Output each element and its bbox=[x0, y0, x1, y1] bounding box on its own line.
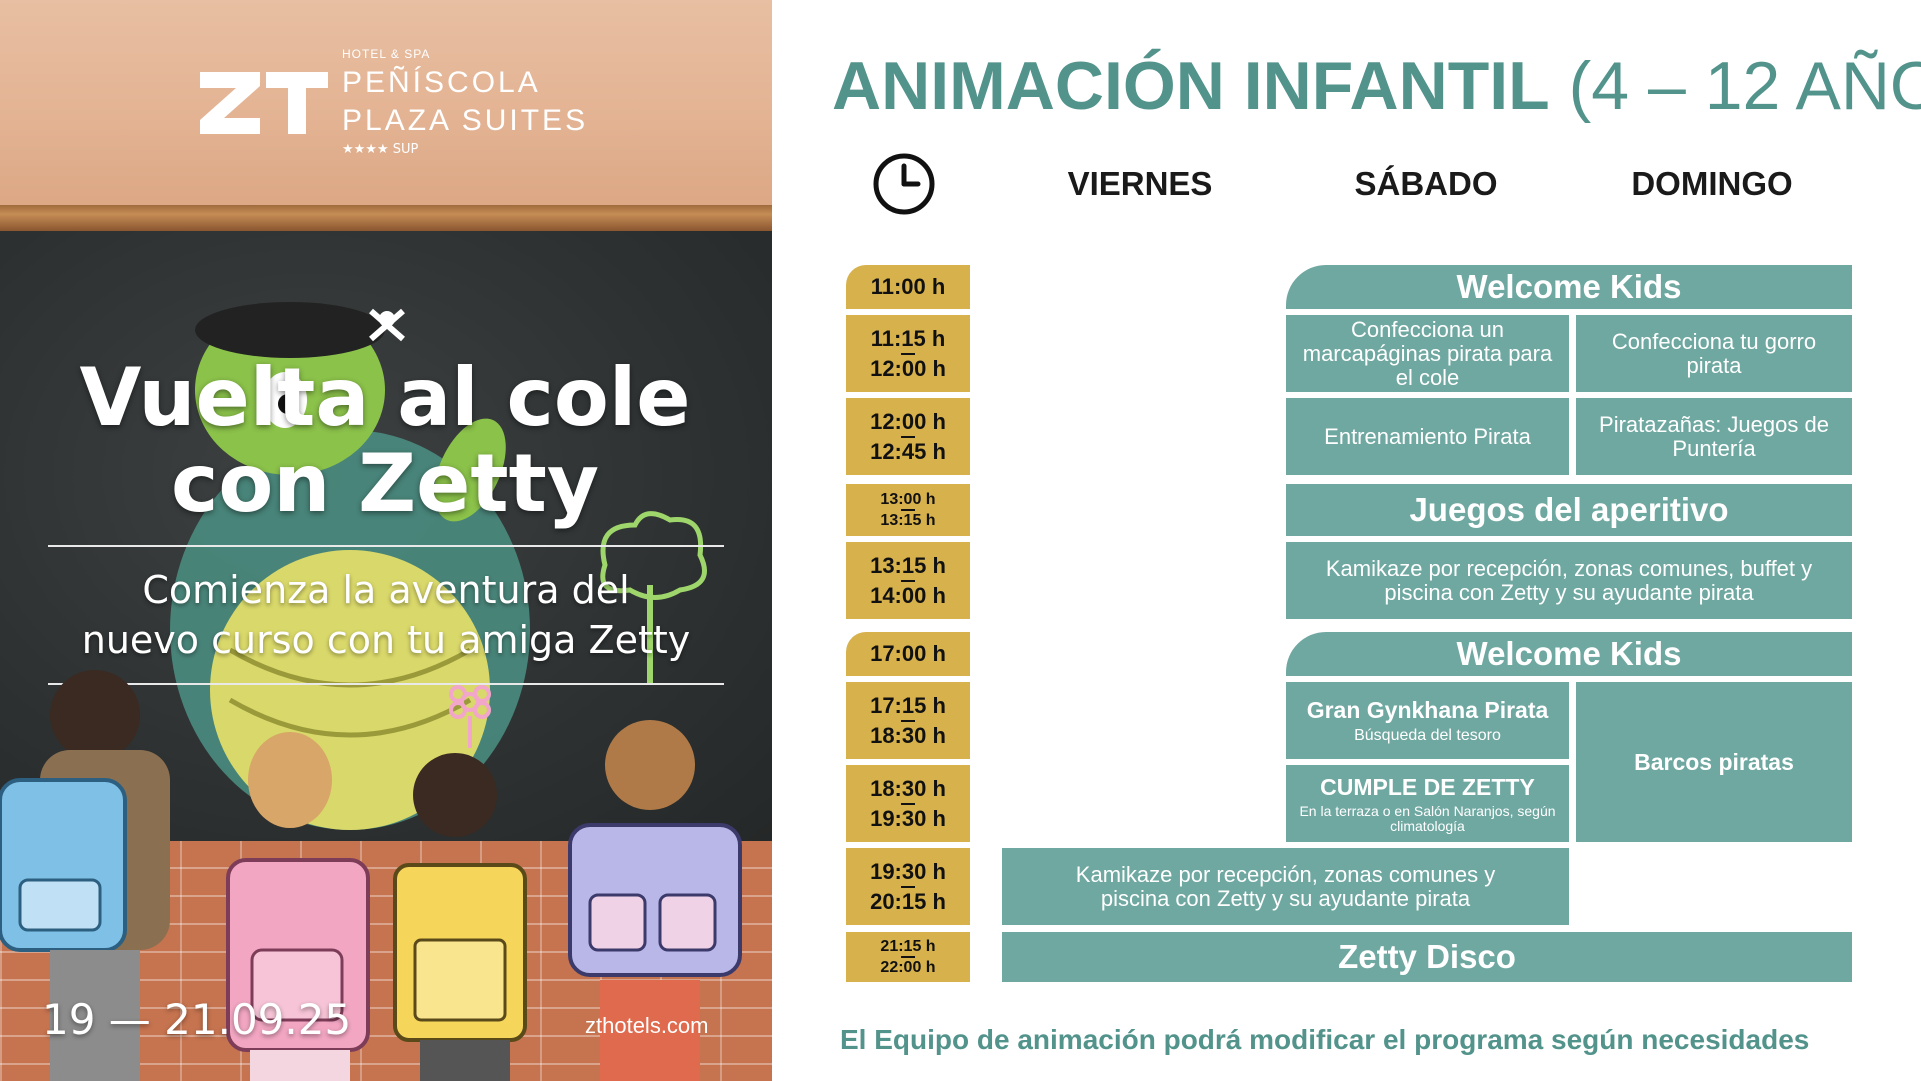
time-start: 21:15 h bbox=[880, 938, 936, 955]
activity-gorro-pirata: Confecciona tu gorro pirata bbox=[1576, 315, 1852, 392]
poster-url: zthotels.com bbox=[585, 1013, 709, 1038]
clock-icon bbox=[873, 153, 935, 215]
day-header-sabado: SÁBADO bbox=[1354, 165, 1498, 202]
time-start: 17:00 h bbox=[870, 641, 946, 666]
zt-logo-icon bbox=[200, 72, 328, 134]
gynkhana-title: Gran Gynkhana Pirata bbox=[1306, 697, 1549, 723]
wall-background bbox=[0, 0, 772, 215]
time-dash bbox=[901, 509, 915, 511]
cumple-title: CUMPLE DE ZETTY bbox=[1320, 773, 1535, 800]
time-end: 14:00 h bbox=[870, 582, 946, 608]
cumple-subtitle: En la terraza o en Salón Naranjos, según… bbox=[1299, 802, 1556, 834]
divider-top bbox=[48, 545, 724, 547]
poster-subtitle-line-2: nuevo curso con tu amiga Zetty bbox=[81, 618, 691, 662]
time-slot-1100: 11:00 h bbox=[846, 265, 970, 309]
time-dash bbox=[901, 579, 915, 582]
poster-title-line-2: con Zetty bbox=[170, 437, 600, 530]
activity-kamikaze-evening: Kamikaze por recepción, zonas comunes y … bbox=[1002, 848, 1569, 925]
time-end: 12:00 h bbox=[870, 355, 946, 381]
time-slot-1930: 19:30 h 20:15 h bbox=[846, 848, 970, 925]
time-end: 20:15 h bbox=[870, 888, 946, 914]
divider-bottom bbox=[48, 683, 724, 685]
time-slot-1200: 12:00 h 12:45 h bbox=[846, 398, 970, 475]
activity-entrenamiento-pirata: Entrenamiento Pirata bbox=[1286, 398, 1569, 475]
logo-line-2: PLAZA SUITES bbox=[342, 104, 589, 137]
time-slot-1715: 17:15 h 18:30 h bbox=[846, 682, 970, 759]
time-start: 18:30 h bbox=[870, 775, 946, 801]
time-end: 18:30 h bbox=[870, 722, 946, 748]
activity-cumple-zetty: CUMPLE DE ZETTY En la terraza o en Salón… bbox=[1286, 765, 1569, 842]
crossbones-icon bbox=[369, 308, 405, 342]
time-start: 11:15 h bbox=[870, 325, 946, 351]
activity-kamikaze-morning: Kamikaze por recepción, zonas comunes, b… bbox=[1286, 542, 1852, 619]
day-header-viernes: VIERNES bbox=[1067, 165, 1213, 202]
activity-zetty-disco: Zetty Disco bbox=[1002, 932, 1852, 982]
time-end: 13:15 h bbox=[880, 512, 936, 529]
time-slot-1115: 11:15 h 12:00 h bbox=[846, 315, 970, 392]
time-slot-1700: 17:00 h bbox=[846, 632, 970, 676]
time-dash bbox=[901, 956, 915, 958]
poster-title-line-1: Vuelta al cole bbox=[79, 351, 691, 444]
time-start: 13:15 h bbox=[870, 552, 946, 578]
time-slot-1315: 13:15 h 14:00 h bbox=[846, 542, 970, 619]
logo-line-1: PEÑÍSCOLA bbox=[342, 66, 541, 99]
time-end: 22:00 h bbox=[880, 959, 936, 976]
day-header-domingo: DOMINGO bbox=[1631, 165, 1793, 202]
poster-subtitle-line-1: Comienza la aventura del bbox=[142, 568, 630, 612]
blackboard-frame bbox=[0, 205, 772, 231]
schedule-title-age: (4 – 12 AÑOS) bbox=[1568, 48, 1921, 124]
logo-stars: ★★★★ SUP bbox=[342, 142, 419, 157]
chalk-tree-drawing bbox=[600, 511, 707, 685]
time-slot-1830: 18:30 h 19:30 h bbox=[846, 765, 970, 842]
poster-date: 19 — 21.09.25 bbox=[42, 995, 352, 1044]
poster-title: Vuelta al cole con Zetty bbox=[20, 355, 750, 527]
time-dash bbox=[901, 885, 915, 888]
activity-welcome-kids-afternoon: Welcome Kids bbox=[1286, 632, 1852, 676]
time-end: 19:30 h bbox=[870, 805, 946, 831]
event-poster: HOTEL & SPA PEÑÍSCOLA PLAZA SUITES ★★★★ … bbox=[0, 0, 772, 1081]
time-dash bbox=[901, 719, 915, 722]
time-start: 17:15 h bbox=[870, 692, 946, 718]
activity-barcos-piratas: Barcos piratas bbox=[1576, 682, 1852, 842]
poster-subtitle: Comienza la aventura del nuevo curso con… bbox=[30, 565, 742, 665]
activity-welcome-kids-morning: Welcome Kids bbox=[1286, 265, 1852, 309]
time-dash bbox=[901, 802, 915, 805]
time-slot-2115: 21:15 h 22:00 h bbox=[846, 932, 970, 982]
time-end: 12:45 h bbox=[870, 438, 946, 464]
time-dash bbox=[901, 352, 915, 355]
time-dash bbox=[901, 435, 915, 438]
time-slot-1300: 13:00 h 13:15 h bbox=[846, 484, 970, 536]
time-start: 11:00 h bbox=[870, 274, 946, 299]
time-start: 12:00 h bbox=[870, 408, 946, 434]
time-start: 19:30 h bbox=[870, 858, 946, 884]
activity-gran-gynkhana: Gran Gynkhana Pirata Búsqueda del tesoro bbox=[1286, 682, 1569, 759]
children-illustration bbox=[0, 670, 742, 1081]
chalk-flower-drawing bbox=[449, 685, 491, 748]
activity-marcapaginas: Confecciona un marcapáginas pirata para … bbox=[1286, 315, 1569, 392]
schedule-title: ANIMACIÓN INFANTIL (4 – 12 AÑOS) bbox=[832, 48, 1921, 124]
activity-piratazanas: Piratazañas: Juegos de Puntería bbox=[1576, 398, 1852, 475]
schedule-footnote: El Equipo de animación podrá modificar e… bbox=[840, 1024, 1810, 1055]
time-start: 13:00 h bbox=[880, 491, 936, 508]
schedule-title-bold: ANIMACIÓN INFANTIL bbox=[832, 48, 1550, 124]
gynkhana-subtitle: Búsqueda del tesoro bbox=[1354, 727, 1501, 744]
logo-small-text: HOTEL & SPA bbox=[342, 47, 431, 61]
activity-juegos-aperitivo: Juegos del aperitivo bbox=[1286, 484, 1852, 536]
